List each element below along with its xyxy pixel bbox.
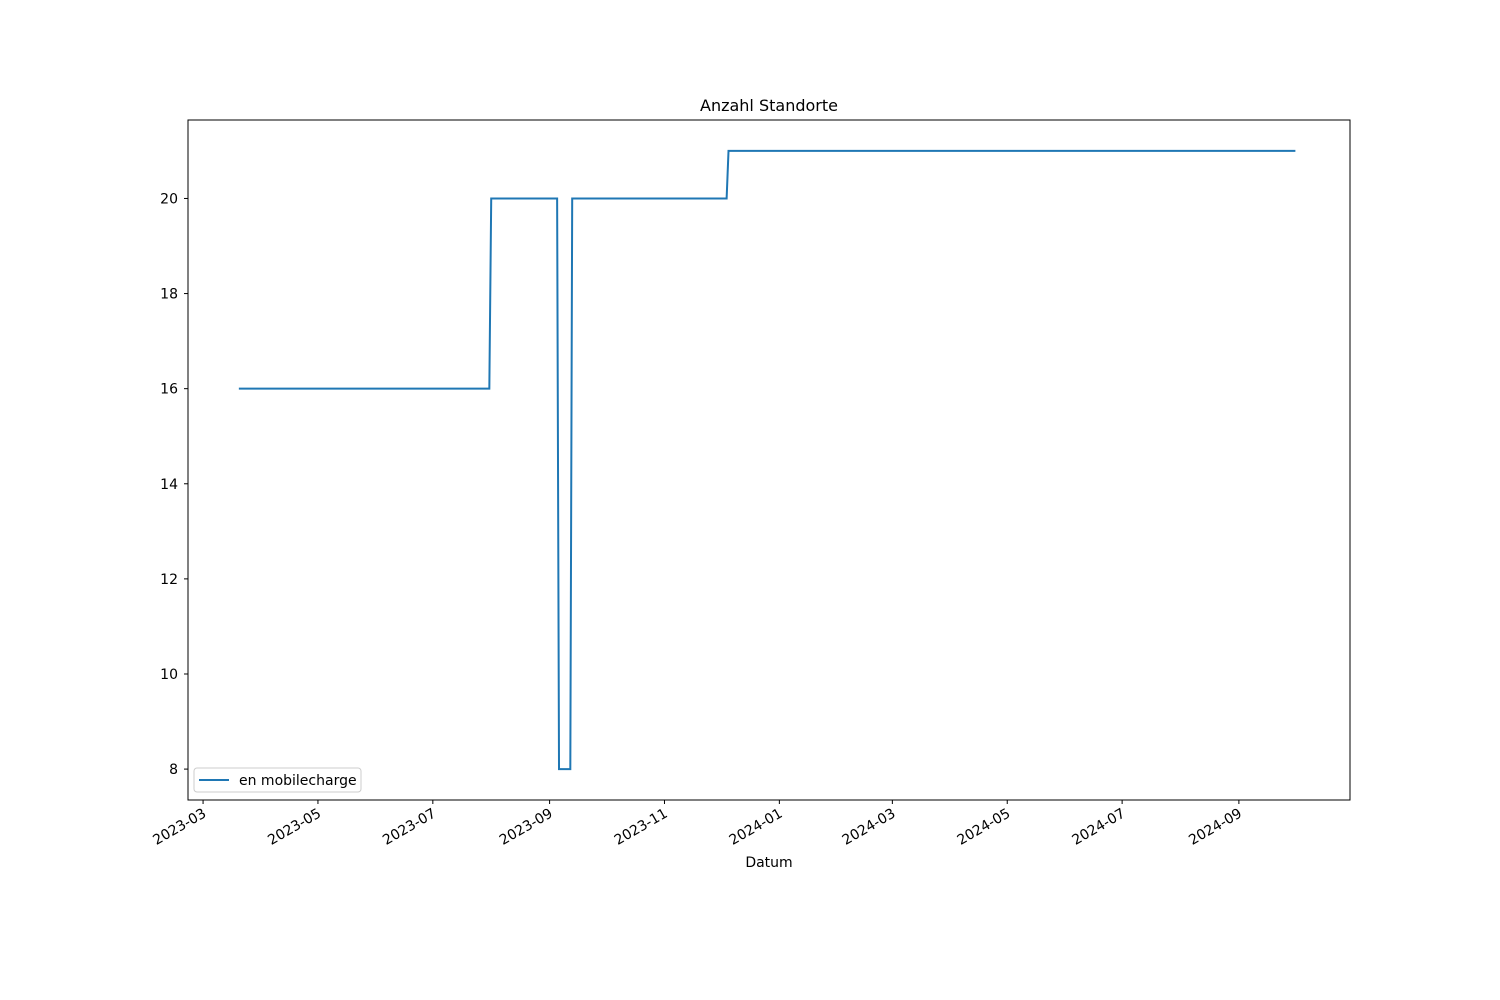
x-tick-label: 2023-05 [265, 806, 324, 849]
x-tick-label: 2024-03 [840, 806, 899, 849]
y-tick-label: 12 [160, 572, 178, 588]
legend-label: en mobilecharge [239, 773, 357, 789]
y-tick-label: 18 [160, 287, 178, 303]
x-tick-label: 2023-09 [497, 806, 556, 849]
y-tick-label: 16 [160, 382, 178, 398]
x-tick-label: 2024-07 [1069, 806, 1128, 849]
x-tick-label: 2024-09 [1186, 806, 1245, 849]
x-tick-label: 2023-03 [150, 806, 209, 849]
x-tick-label: 2023-07 [380, 806, 439, 849]
x-axis-label: Datum [745, 855, 792, 871]
chart-title: Anzahl Standorte [700, 96, 838, 115]
data-line [238, 149, 1296, 771]
x-tick-label: 2023-11 [612, 806, 671, 849]
y-tick-label: 10 [160, 667, 178, 683]
y-tick-label: 14 [160, 477, 178, 493]
y-tick-label: 8 [169, 762, 178, 778]
legend-box [193, 767, 362, 793]
x-tick-label: 2024-05 [955, 806, 1014, 849]
plot-frame [187, 119, 1351, 801]
x-tick-label: 2024-01 [727, 806, 786, 849]
y-tick-label: 20 [160, 191, 178, 207]
